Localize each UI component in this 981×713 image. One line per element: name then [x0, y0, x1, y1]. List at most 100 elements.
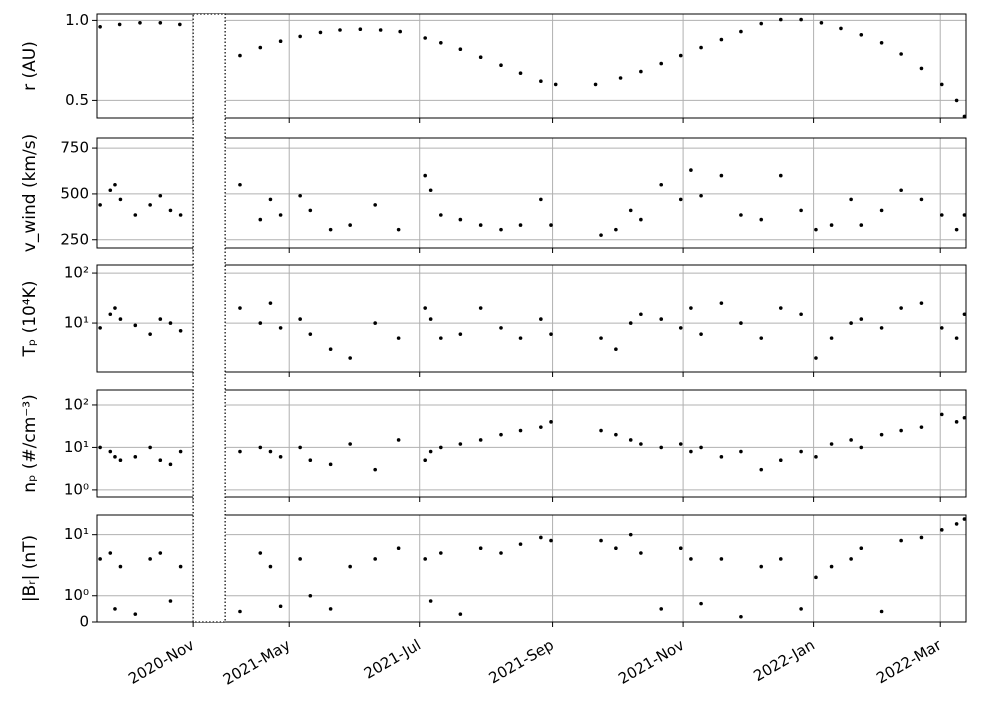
data-point: [699, 332, 703, 336]
data-point: [478, 55, 483, 59]
data-point: [478, 306, 483, 310]
data-point: [699, 601, 703, 606]
data-point: [396, 336, 401, 340]
data-point: [148, 445, 152, 450]
data-point: [308, 208, 313, 213]
data-point: [348, 223, 352, 227]
data-point: [859, 33, 864, 37]
data-point: [98, 557, 102, 561]
y-tick-label: 10⁰: [64, 480, 89, 498]
data-point: [348, 356, 352, 360]
data-point: [954, 227, 959, 232]
data-point: [458, 332, 463, 336]
data-point: [549, 538, 553, 543]
axes-frame: [96, 264, 967, 373]
axes-frame: [96, 514, 967, 623]
data-point: [118, 458, 123, 463]
data-point: [328, 227, 333, 232]
data-point: [939, 326, 944, 330]
data-point: [328, 347, 333, 352]
data-point: [849, 557, 853, 561]
data-point: [268, 449, 273, 454]
data-point: [458, 217, 463, 222]
data-point: [396, 438, 401, 442]
data-point: [178, 449, 183, 454]
data-point: [373, 557, 377, 561]
plot-area: [98, 17, 966, 118]
data-point: [593, 82, 598, 87]
data-point: [819, 21, 824, 25]
x-tick-label: 2021-Sep: [486, 636, 557, 688]
data-point: [158, 551, 163, 555]
data-point: [298, 557, 302, 561]
data-point: [499, 63, 503, 67]
data-point: [478, 438, 483, 442]
data-point: [518, 542, 523, 546]
data-point: [178, 22, 182, 27]
data-point: [133, 455, 138, 459]
x-tick-label: 2022-Mar: [873, 635, 945, 687]
data-point: [919, 425, 924, 429]
data-point: [879, 326, 884, 330]
data-point: [358, 27, 363, 32]
data-point: [539, 535, 543, 540]
data-point: [829, 564, 834, 569]
data-point: [879, 41, 884, 45]
data-point: [238, 449, 242, 454]
data-point: [396, 227, 401, 232]
y-axis-label: v_wind (km/s): [20, 134, 40, 252]
data-point: [168, 208, 173, 213]
plot-area: [98, 168, 966, 237]
data-point: [954, 420, 959, 424]
data-point: [518, 336, 523, 340]
data-point: [699, 445, 703, 450]
data-point: [499, 432, 503, 437]
data-point: [278, 213, 283, 217]
data-point: [859, 445, 864, 450]
data-point: [98, 326, 102, 330]
data-point: [639, 442, 643, 446]
data-point: [778, 458, 783, 463]
data-point: [899, 538, 903, 543]
data-point: [113, 455, 117, 459]
data-point: [539, 197, 543, 202]
data-point: [396, 546, 401, 551]
data-point: [719, 173, 724, 178]
data-point: [458, 612, 463, 616]
data-point: [678, 546, 683, 551]
y-tick-label: 10²: [64, 264, 89, 282]
data-point: [308, 593, 313, 598]
data-point: [423, 306, 427, 310]
data-point: [739, 449, 743, 454]
data-point: [539, 317, 543, 321]
data-point: [278, 326, 283, 330]
data-point: [829, 442, 834, 446]
data-point: [499, 227, 503, 232]
x-tick-label: 2020-Nov: [125, 636, 197, 688]
data-point: [539, 79, 543, 83]
data-point: [639, 217, 643, 222]
axes-frame: [96, 137, 967, 249]
data-point: [178, 213, 183, 217]
y-axis-label: |Bᵣ| (nT): [20, 535, 40, 602]
data-point: [778, 17, 783, 22]
data-point: [659, 445, 664, 450]
data-point: [739, 29, 743, 34]
y-axis-label: Tₚ (10⁴K): [20, 281, 40, 358]
data-point: [599, 428, 603, 433]
data-point: [859, 223, 864, 227]
data-point: [378, 28, 383, 32]
data-point: [258, 45, 263, 50]
data-point: [899, 306, 903, 310]
data-point: [962, 312, 966, 317]
data-point: [919, 301, 924, 305]
data-point: [373, 467, 377, 472]
data-point: [689, 168, 693, 172]
data-point: [308, 458, 313, 463]
data-point: [98, 203, 102, 207]
data-point: [439, 213, 443, 217]
data-point: [499, 326, 503, 330]
data-point: [348, 564, 352, 569]
data-point: [939, 213, 944, 217]
data-point: [268, 197, 273, 202]
